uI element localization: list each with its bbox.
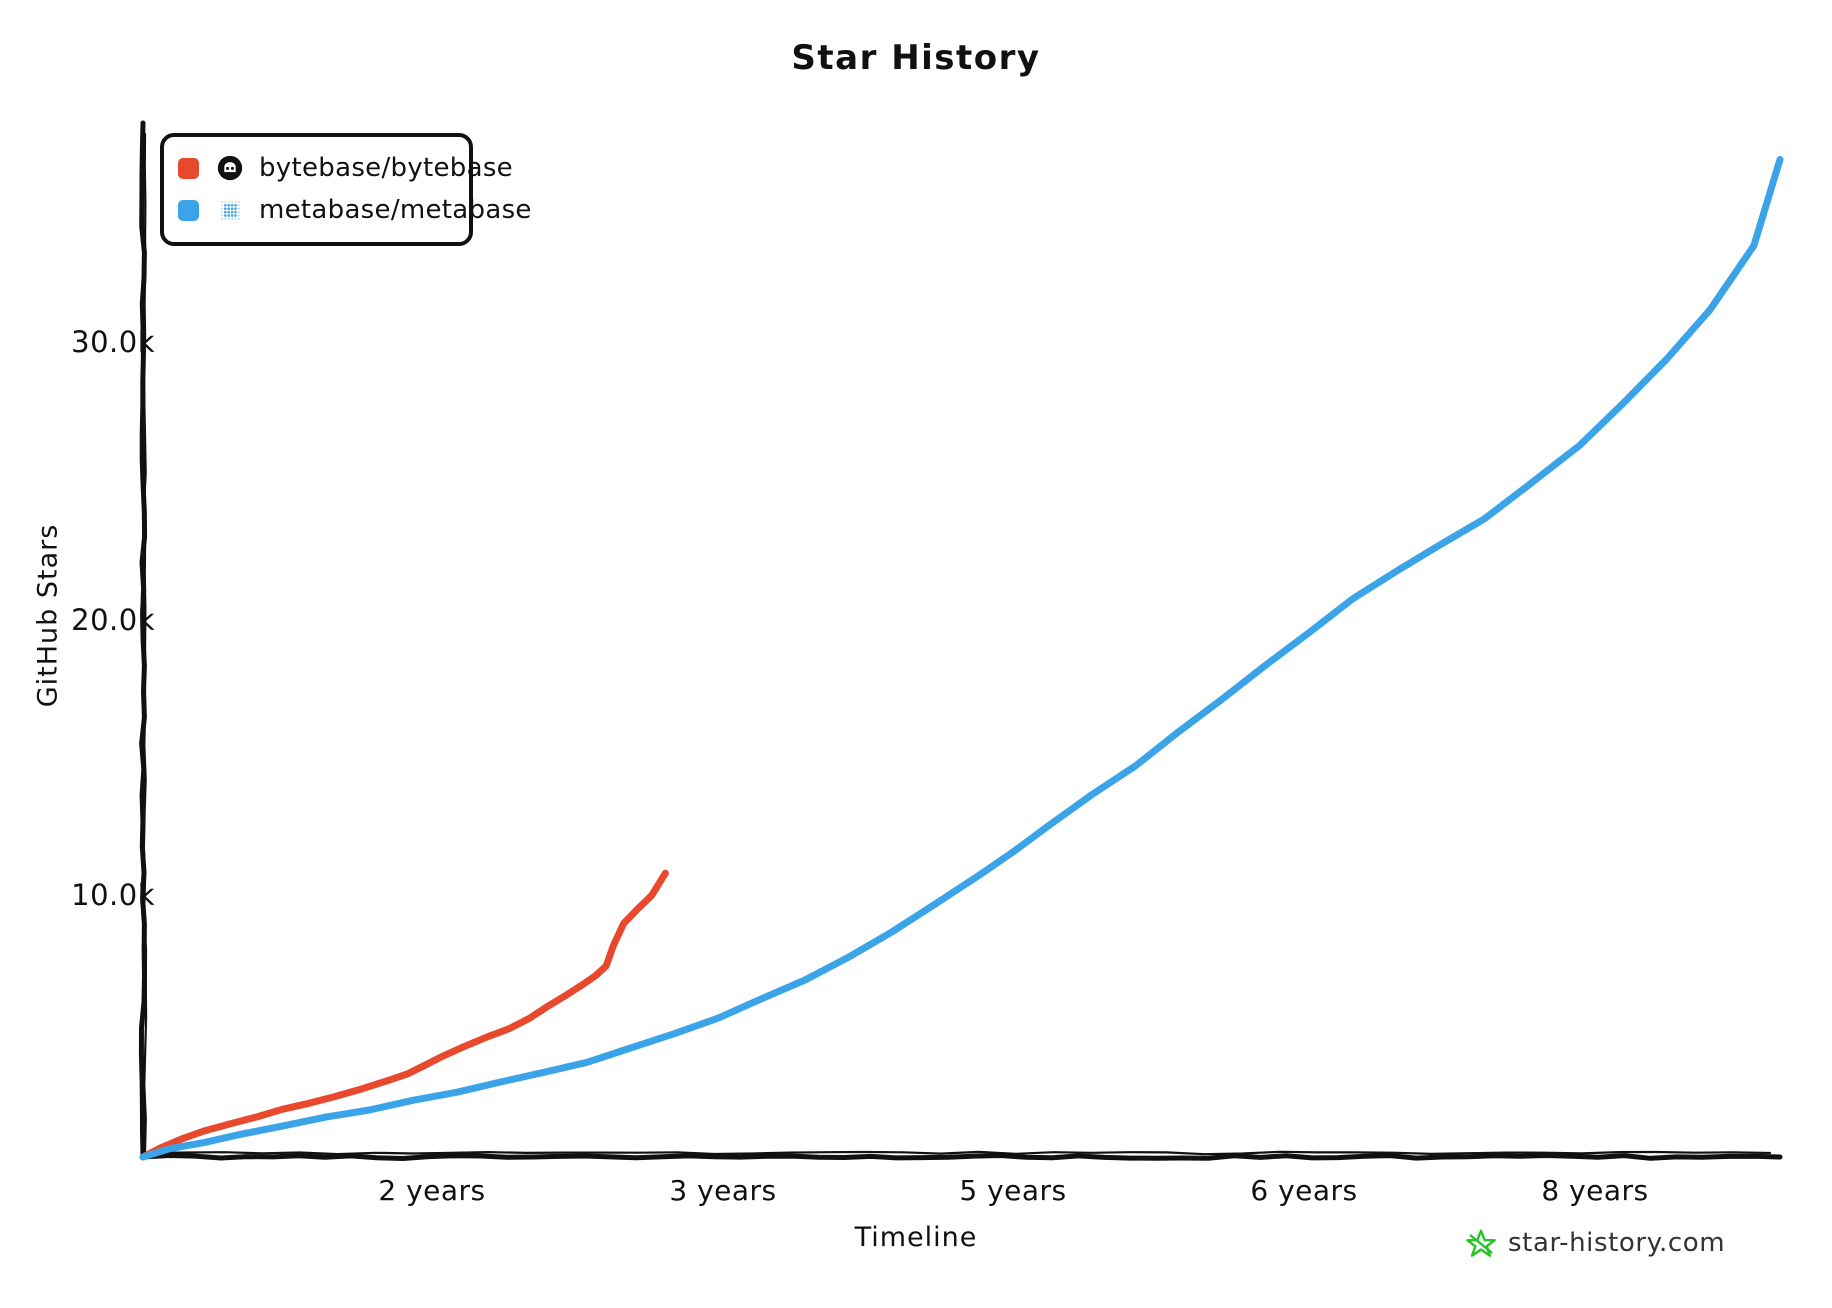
- star-icon: [1466, 1229, 1496, 1257]
- series-line-bytebase: [139, 869, 669, 1161]
- metabase-avatar-icon: [220, 200, 240, 220]
- legend-label: metabase/metabase: [259, 195, 532, 225]
- y-axis-line-inner: [142, 132, 148, 1155]
- legend-item-bytebase[interactable]: bytebase/bytebase: [178, 151, 513, 185]
- bytebase-avatar-icon: [217, 155, 243, 181]
- legend-label: bytebase/bytebase: [259, 153, 513, 183]
- x-tick-label: 3 years: [669, 1174, 777, 1207]
- x-tick-label: 5 years: [959, 1174, 1067, 1207]
- x-axis-line-inner: [147, 1150, 1772, 1156]
- legend-swatch: [178, 199, 199, 221]
- y-tick-label: 30.0k: [71, 325, 155, 359]
- legend: bytebase/bytebase metabase/metabase: [160, 133, 531, 246]
- axis-lines: [138, 120, 1783, 1161]
- x-tick-label: 2 years: [378, 1174, 486, 1207]
- series-lines: [139, 156, 1784, 1161]
- page-title: Star History: [791, 38, 1041, 78]
- x-tick-label: 6 years: [1250, 1174, 1358, 1207]
- y-axis-line: [138, 120, 148, 1160]
- series-line-metabase: [139, 156, 1784, 1161]
- x-tick-label: 8 years: [1541, 1174, 1649, 1207]
- legend-swatch: [178, 157, 199, 179]
- watermark-label: star-history.com: [1508, 1228, 1726, 1258]
- legend-item-metabase[interactable]: metabase/metabase: [178, 193, 532, 227]
- watermark[interactable]: star-history.com: [1466, 1228, 1725, 1258]
- x-axis-title: Timeline: [854, 1222, 978, 1253]
- x-axis-line: [140, 1153, 1783, 1161]
